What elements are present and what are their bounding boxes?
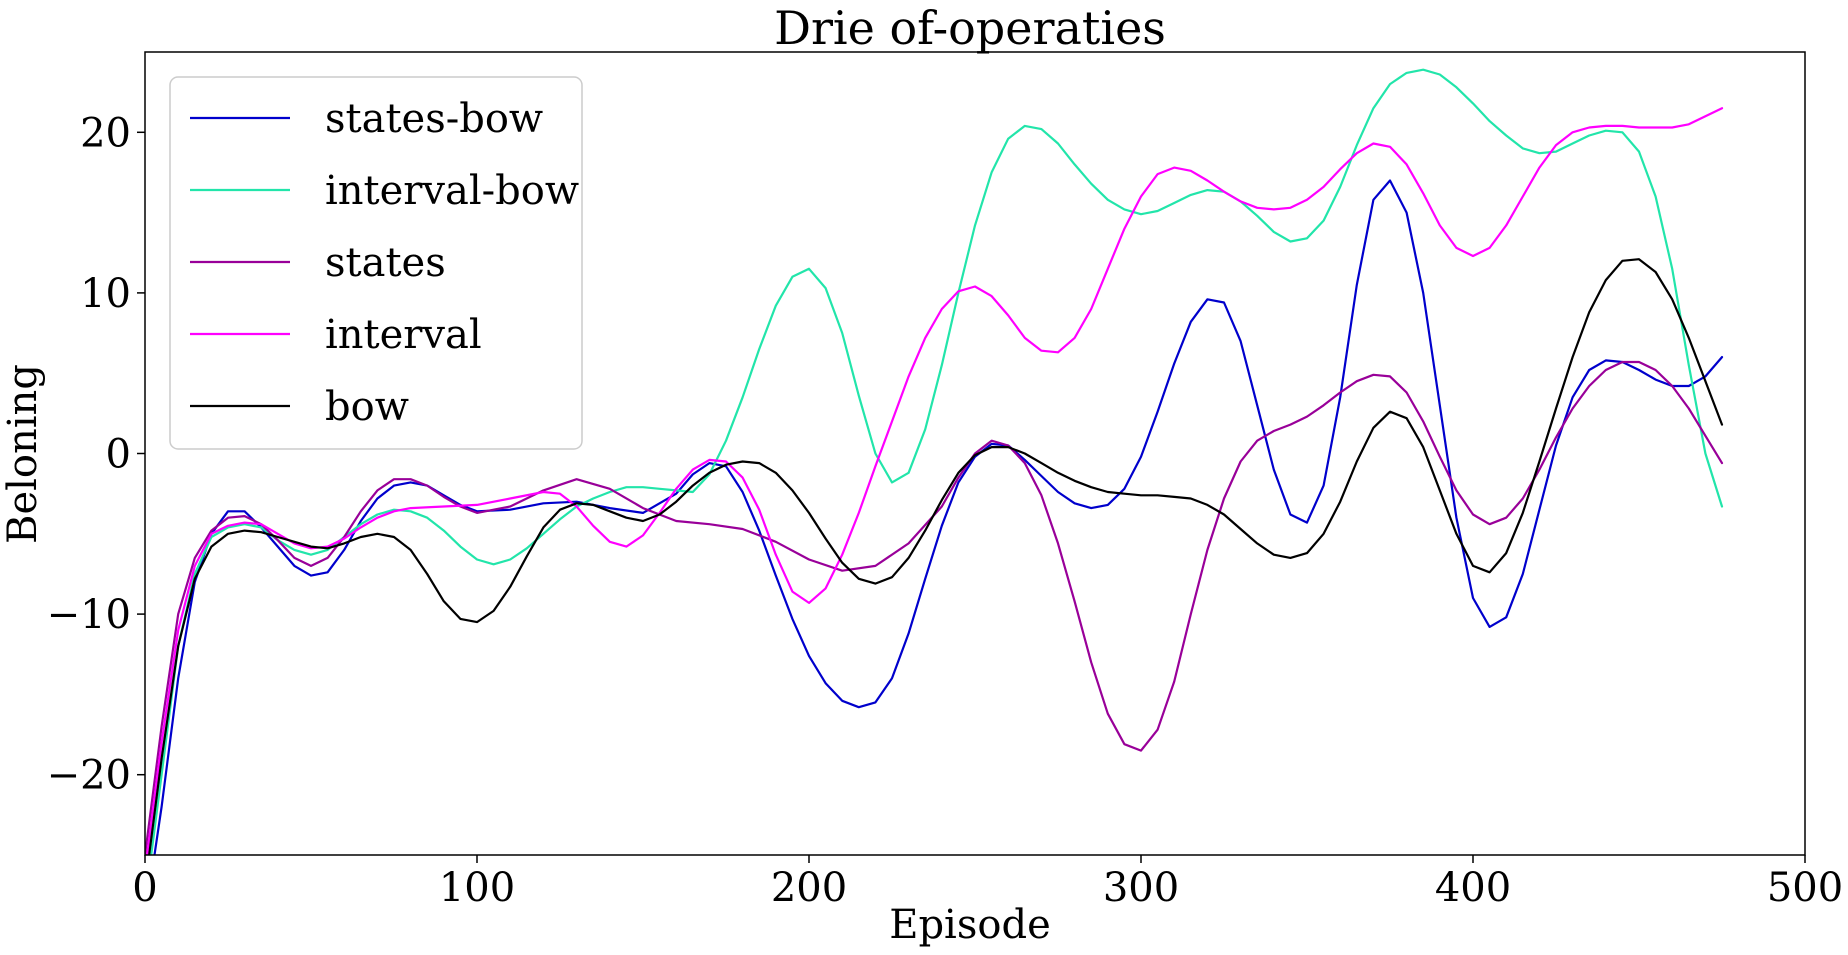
axis-ticks: 0 100 200 300 400 500 −20 −10 0 10 20 xyxy=(47,110,1844,911)
y-axis-label: Beloning xyxy=(0,364,46,544)
legend-label: interval-bow xyxy=(325,168,579,214)
series-line-interval xyxy=(145,107,1724,855)
x-tick-label: 300 xyxy=(1103,865,1179,911)
x-tick-label: 200 xyxy=(771,865,847,911)
legend-label: states-bow xyxy=(325,96,543,142)
legend-label: bow xyxy=(325,384,409,430)
x-axis-label: Episode xyxy=(889,902,1050,948)
chart-title: Drie of-operaties xyxy=(774,1,1166,55)
legend: states-bow interval-bow states interval bow xyxy=(169,76,583,450)
y-tick-label: −10 xyxy=(47,592,131,638)
x-tick-label: 400 xyxy=(1435,865,1511,911)
series-line-interval-bow xyxy=(150,68,1724,855)
y-tick-label: 20 xyxy=(80,110,131,156)
y-tick-label: 0 xyxy=(106,432,131,478)
series-line-bow xyxy=(148,258,1724,855)
x-tick-label: 0 xyxy=(132,865,157,911)
y-tick-label: −20 xyxy=(47,753,131,799)
legend-box xyxy=(169,76,583,450)
series-line-states xyxy=(145,360,1724,855)
x-tick-label: 100 xyxy=(439,865,515,911)
y-tick-label: 10 xyxy=(80,271,131,317)
x-tick-label: 500 xyxy=(1767,865,1843,911)
plot-frame xyxy=(144,51,1806,856)
legend-label: interval xyxy=(325,312,482,358)
series-layer xyxy=(145,68,1724,855)
legend-label: states xyxy=(325,240,446,286)
